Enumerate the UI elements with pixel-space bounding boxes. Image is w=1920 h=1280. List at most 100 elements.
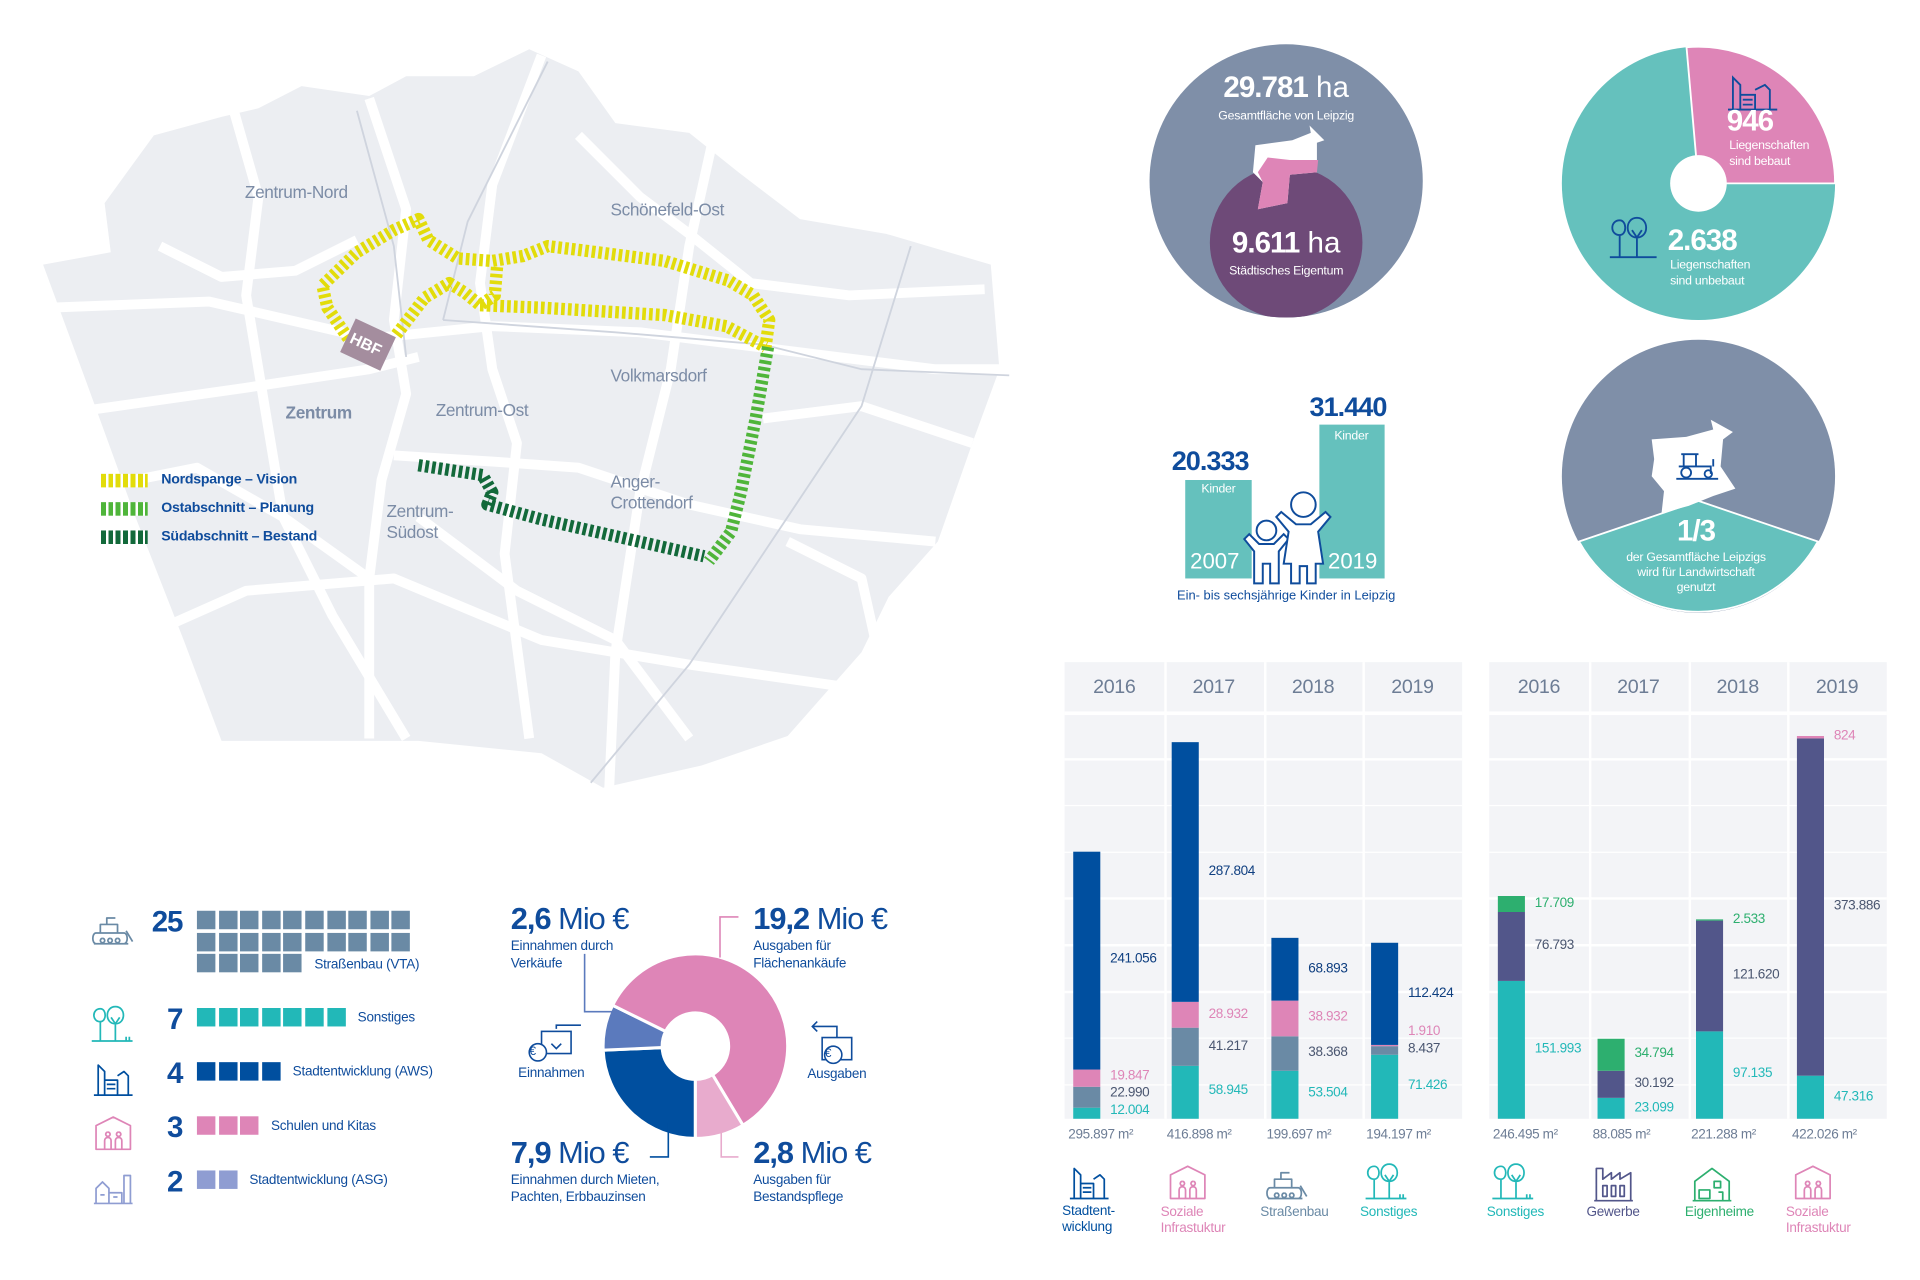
city-area-label: Städtisches Eigentum [1229,264,1344,279]
bulldozer-icon [1266,1171,1308,1200]
buildings-icon [1069,1167,1109,1200]
finance-sales: 2,6 Mio € Einnahmen durch Verkäufe [510,902,630,972]
project-square [261,910,281,930]
bar-segment [1271,1000,1299,1036]
column-divider [1588,662,1592,1119]
project-square [218,1116,238,1135]
bar-segment [1695,921,1724,1031]
city-area-unit: ha [1307,226,1341,260]
project-square [218,954,238,973]
project-count: 2 [166,1165,183,1199]
bar-segment [1073,1087,1101,1108]
tractor-icon [1676,453,1719,480]
bar-segment [1695,1031,1724,1119]
income-label: Einnahmen [518,1065,585,1081]
legend-label-line: Gewerbe [1586,1204,1640,1220]
sales-label-1: Einnahmen durch [510,939,614,954]
data-label: 71.426 [1407,1077,1448,1093]
built-label-1: Liegenschaften [1729,139,1810,153]
data-label: 23.099 [1634,1099,1674,1115]
built-slice [1685,45,1837,185]
gridline [1489,758,1887,760]
expense-icon [811,1020,853,1065]
data-label: 19.847 [1110,1068,1150,1084]
year-label: 2017 [1192,676,1236,698]
hbf-marker[interactable] [340,318,396,371]
finance-donut [601,952,790,1141]
column-divider [1687,662,1691,1119]
built-value: 946 [1726,104,1774,138]
maintenance-label-2: Bestandspflege [753,1190,844,1205]
gridline [1489,990,1887,993]
data-label: 47.316 [1833,1088,1874,1104]
legend-label: Soziale Infrastuktur [1161,1205,1226,1237]
agriculture-line-3: genutzt [1676,580,1716,595]
bar-segment [1371,1046,1399,1055]
school-icon [1169,1165,1206,1200]
finance-rents: 7,9 Mio € Einnahmen durch Mieten, Pachte… [511,1136,660,1206]
expense-label: Ausgaben [807,1067,867,1082]
rents-label-1: Einnahmen durch Mieten, [510,1172,660,1188]
header-divider [1064,711,1463,716]
total-area-label: Gesamtfläche von Leipzig [1218,109,1355,124]
gridline [1064,1037,1463,1040]
bar-segment [1171,742,1199,1003]
total-label: 295.897 m² [1068,1127,1134,1143]
project-square [218,1170,238,1189]
agriculture-slice [1577,499,1820,613]
legend-label-line: Soziale [1160,1204,1204,1220]
children-value-2007: 20.333 [1171,445,1250,477]
gridline [1489,1037,1887,1040]
project-square [261,932,281,951]
project-count: 25 [151,905,184,940]
legend-label-line: Straßenbau [1260,1204,1329,1220]
year-label: 2018 [1716,676,1760,698]
gridline [1064,758,1463,760]
project-square [261,954,281,973]
bar-segment [1271,938,1299,1001]
unbuilt-label-1: Liegenschaften [1670,258,1751,272]
legend-label-line: Infrastuktur [1785,1220,1851,1236]
bar-segment [1597,1070,1625,1098]
maintenance-value: 2,8 [753,1135,794,1171]
donut-slice-rents [601,1045,697,1141]
purchases-value: 19,2 [753,902,810,937]
data-label: 824 [1833,728,1856,744]
data-label: 41.217 [1208,1038,1249,1054]
children-unit-2019: Kinder [1334,429,1369,444]
trees-icon [91,1005,133,1042]
school-icon [1794,1165,1831,1200]
finance-maintenance: 2,8 Mio € Ausgaben für Bestandspflege [753,1135,872,1206]
agriculture-value: 1/3 [1676,514,1716,548]
legend-label-line: Stadtent- [1062,1203,1115,1219]
pie-hole [1670,155,1727,212]
city-owned-circle [1209,166,1363,318]
sales-unit: Mio € [558,902,629,937]
bar-segment [1796,1076,1824,1119]
project-label: Stadtentwicklung (AWS) [292,1064,433,1080]
gridline [1489,804,1887,807]
data-label: 97.135 [1732,1066,1773,1082]
gridline [1064,1083,1463,1086]
legend-label: Stadtent-wicklung [1062,1204,1115,1236]
legend-label-line: Soziale [1785,1204,1829,1220]
built-label-2: sind bebaut [1729,155,1791,169]
purchases-unit: Mio € [816,902,888,937]
children-caption: Ein- bis sechsjährige Kinder in Leipzig [1176,588,1396,604]
gridline [1489,851,1887,854]
maintenance-unit: Mio € [800,1135,872,1171]
gridline [1064,990,1463,993]
town-icon [93,1174,133,1205]
rents-value: 7,9 [510,1135,552,1171]
district-anger-crottendorf-2: Crottendorf [610,492,693,512]
project-square [196,932,216,951]
total-label: 416.898 m² [1166,1127,1232,1143]
data-label: 287.804 [1208,863,1256,879]
data-label: 2.533 [1732,911,1765,927]
data-label: 38.368 [1308,1044,1348,1060]
legend-label: Südabschnitt – Bestand [161,529,318,544]
legend-label: Nordspange – Vision [161,472,298,488]
project-square [370,910,389,930]
year-label: 2019 [1815,676,1859,698]
